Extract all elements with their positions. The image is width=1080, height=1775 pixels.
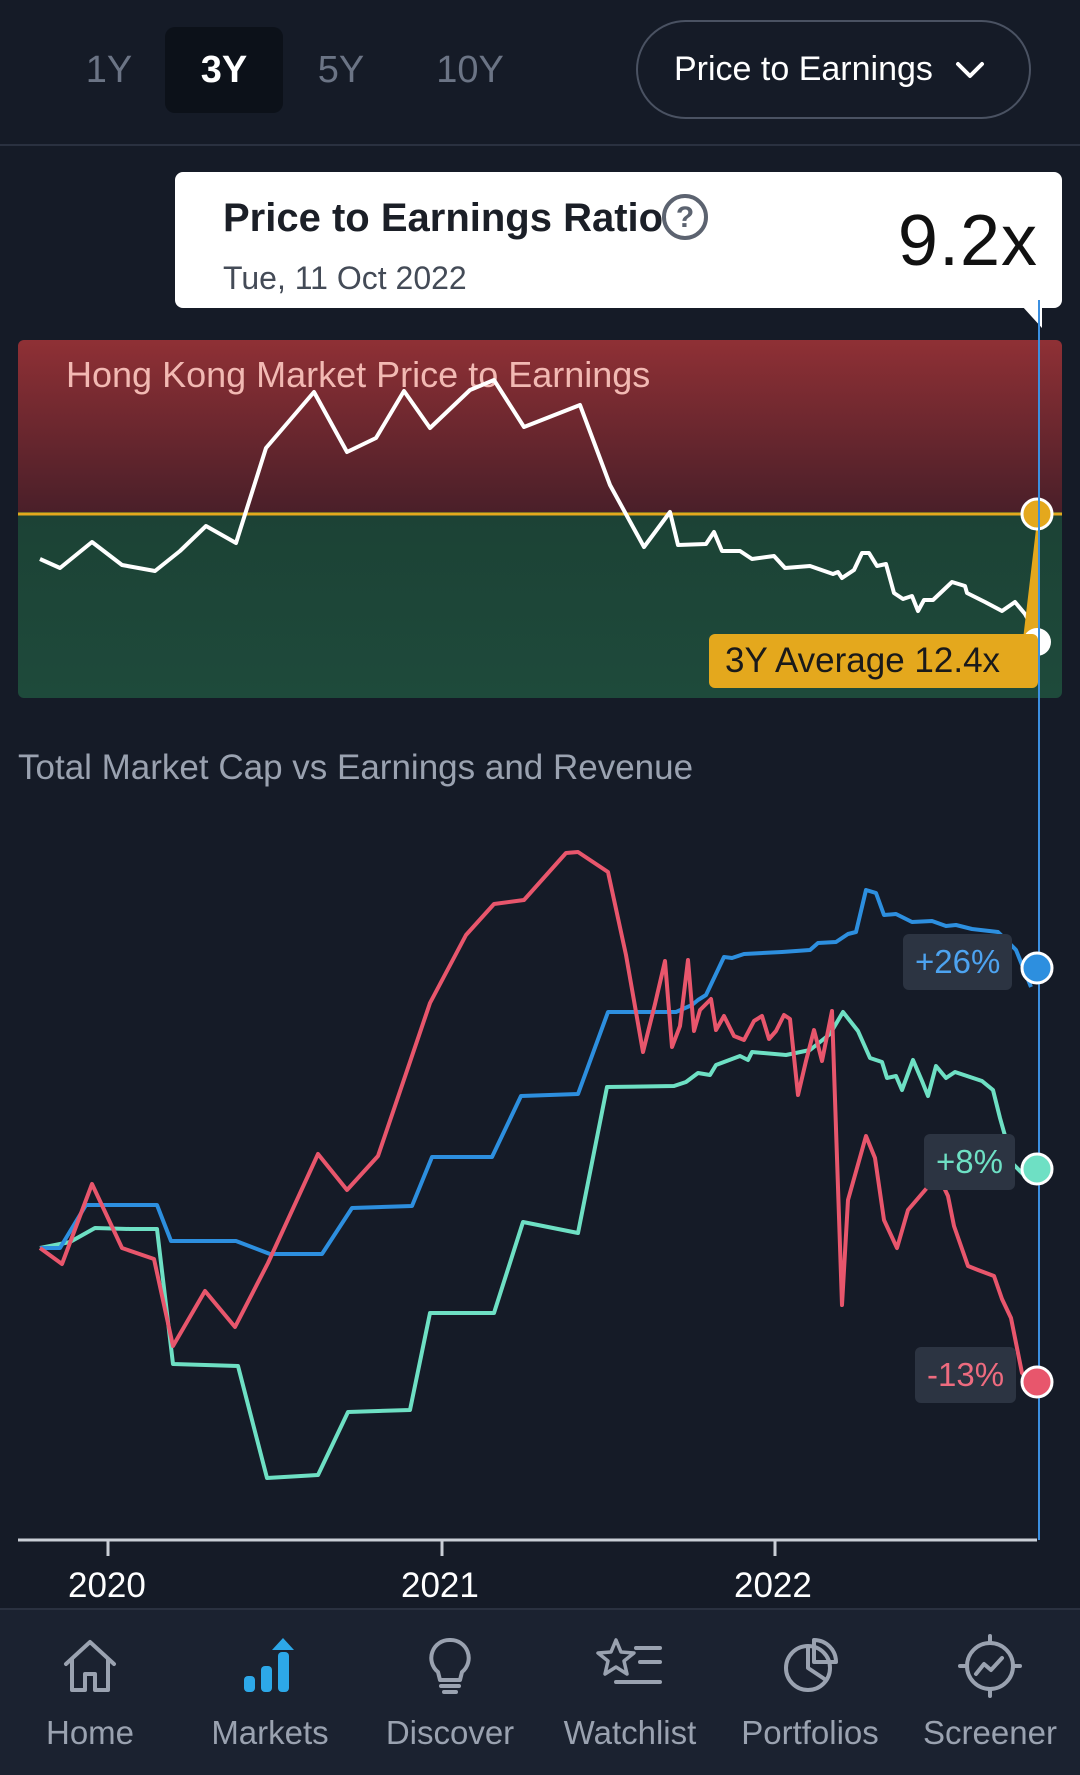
home-icon: [64, 1640, 116, 1692]
chevron-down-icon: [956, 62, 984, 78]
x-label-2021: 2021: [401, 1566, 479, 1605]
nav-screener[interactable]: Screener: [900, 1610, 1080, 1775]
period-5y[interactable]: 5Y: [317, 49, 365, 91]
tooltip-title: Price to Earnings Ratio: [223, 196, 664, 240]
period-1y[interactable]: 1Y: [85, 49, 133, 91]
top-bar: 1Y 3Y 5Y 10Y Price to Earnings: [0, 0, 1080, 146]
nav-markets[interactable]: Markets: [180, 1610, 360, 1775]
pe-ratio-line: [39, 378, 1032, 624]
market-cap-line: [38, 850, 1033, 1384]
x-label-2022: 2022: [734, 1566, 812, 1605]
pe-average-badge: 3Y Average 12.4x: [709, 634, 1038, 688]
nav-watchlist-label: Watchlist: [563, 1714, 697, 1751]
market-cap-marker: [1020, 1365, 1054, 1399]
pe-average-connector: [1010, 512, 1038, 648]
nav-screener-label: Screener: [923, 1714, 1057, 1751]
period-3y[interactable]: 3Y: [165, 27, 283, 113]
growth-chart-title: Total Market Cap vs Earnings and Revenue: [18, 748, 694, 787]
nav-watchlist[interactable]: Watchlist: [540, 1610, 720, 1775]
market-cap-badge: -13%: [915, 1347, 1017, 1403]
nav-portfolios[interactable]: Portfolios: [720, 1610, 900, 1775]
nav-discover-label: Discover: [385, 1714, 515, 1751]
period-10y[interactable]: 10Y: [436, 49, 504, 91]
pe-panel-title: Hong Kong Market Price to Earnings: [66, 354, 651, 395]
x-label-2020: 2020: [68, 1566, 146, 1605]
metric-dropdown[interactable]: Price to Earnings: [636, 20, 1031, 119]
earnings-line: [39, 1010, 1033, 1480]
nav-markets-label: Markets: [211, 1714, 329, 1751]
metric-dropdown-label: Price to Earnings: [674, 50, 933, 88]
revenue-line: [40, 888, 1033, 1256]
tooltip-date: Tue, 11 Oct 2022: [223, 260, 467, 296]
revenue-badge: +26%: [903, 934, 1013, 990]
nav-home-label: Home: [45, 1714, 135, 1751]
help-icon[interactable]: ?: [662, 194, 708, 240]
markets-icon: [244, 1638, 294, 1692]
lightbulb-icon: [429, 1637, 471, 1694]
pe-current-marker: [1020, 497, 1054, 531]
nav-portfolios-label: Portfolios: [741, 1714, 879, 1751]
screener-icon: [958, 1634, 1022, 1698]
earnings-badge: +8%: [924, 1134, 1015, 1190]
nav-discover[interactable]: Discover: [360, 1610, 540, 1775]
pe-tooltip: Price to Earnings Ratio ? Tue, 11 Oct 20…: [175, 172, 1062, 328]
earnings-marker: [1020, 1152, 1054, 1186]
tooltip-value: 9.2x: [897, 201, 1038, 281]
nav-home[interactable]: Home: [0, 1610, 180, 1775]
watchlist-icon: [596, 1638, 662, 1684]
revenue-marker: [1020, 951, 1054, 985]
tooltip-pointer: [1022, 306, 1042, 328]
bottom-nav: Home Markets Discover Watchlist Portfoli…: [0, 1608, 1080, 1775]
pie-chart-icon: [784, 1638, 838, 1692]
